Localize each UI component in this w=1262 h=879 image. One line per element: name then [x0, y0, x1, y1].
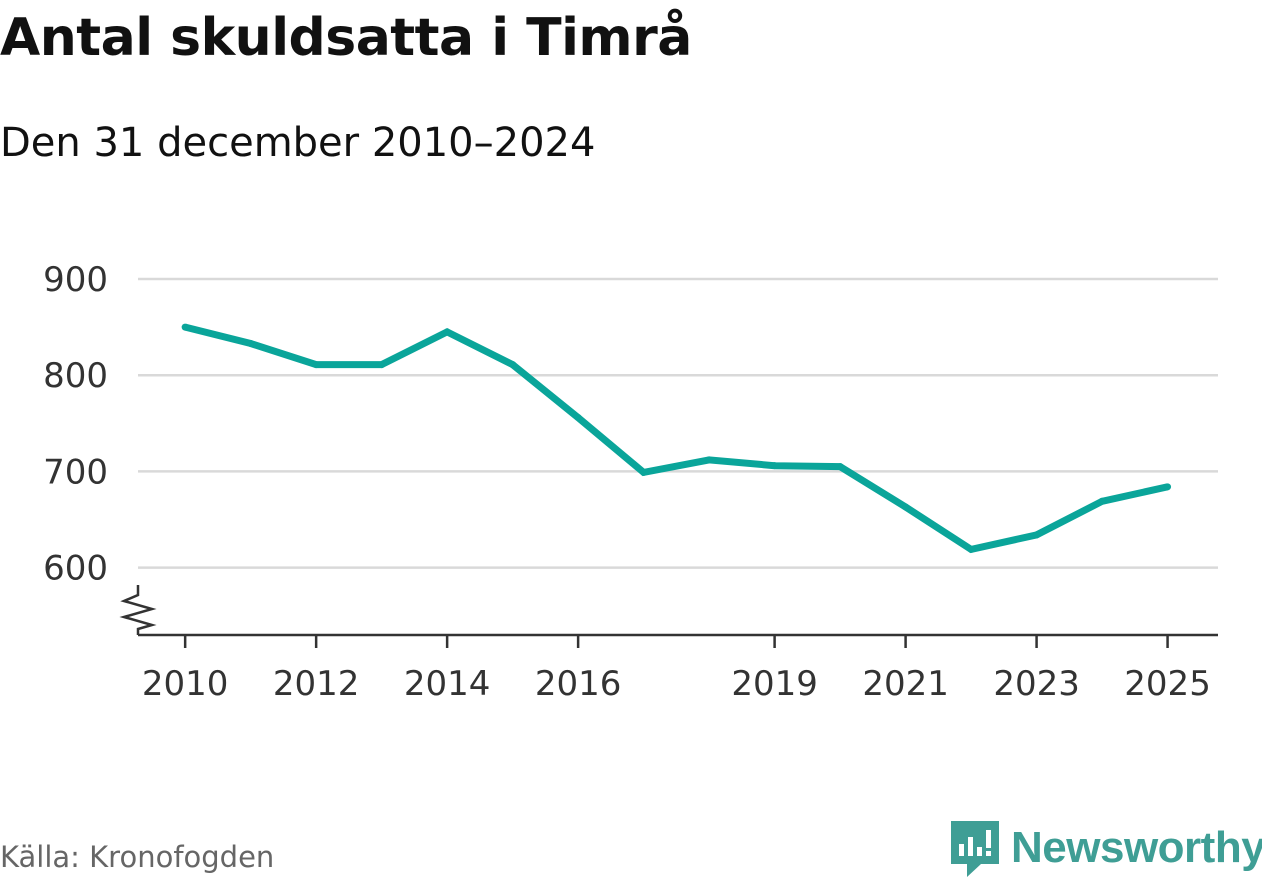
x-tick-label-2016: 2016	[535, 664, 622, 704]
x-tick-label-2010: 2010	[142, 664, 229, 704]
data-point-2019	[771, 462, 779, 470]
x-tick-label-2023: 2023	[993, 664, 1080, 704]
data-point-2017	[640, 468, 648, 476]
x-axis	[119, 585, 1218, 637]
data-point-2022	[967, 545, 975, 553]
y-tick-label-800: 800	[43, 356, 108, 396]
data-point-2013	[378, 361, 386, 369]
data-point-2018	[705, 456, 713, 464]
brand-name: Newsworthy	[1011, 823, 1262, 872]
data-point-2012	[312, 361, 320, 369]
logo-bar-1	[959, 844, 964, 856]
logo-bar-4	[986, 830, 991, 848]
newsworthy-logo-icon	[951, 821, 999, 877]
data-point-2021	[902, 503, 910, 511]
data-series	[181, 323, 1172, 554]
y-axis-ticks: 600 700 800 900	[43, 260, 108, 589]
data-point-2011	[247, 339, 255, 347]
data-point-2023	[1033, 531, 1041, 539]
brand: Newsworthy	[951, 818, 1262, 878]
chart-subtitle: Den 31 december 2010–2024	[0, 120, 596, 166]
y-tick-label-900: 900	[43, 260, 108, 300]
logo-bar-3	[977, 847, 982, 856]
series-line-0	[184, 323, 1169, 554]
x-axis-ticks: 2010 2012 2014 2016 2019 2021 2023 2025	[142, 635, 1211, 704]
logo-dot	[986, 851, 991, 856]
data-point-2025	[1164, 483, 1172, 491]
gridlines	[138, 277, 1218, 569]
data-point-2016	[574, 414, 582, 422]
y-axis-break	[119, 585, 157, 635]
data-point-2015	[509, 361, 517, 369]
source-note: Källa: Kronofogden	[0, 840, 275, 874]
data-point-2024	[1098, 497, 1106, 505]
y-tick-label-600: 600	[43, 549, 108, 589]
logo-speech-bubble	[951, 821, 999, 877]
data-point-2020	[836, 463, 844, 471]
x-tick-label-2012: 2012	[273, 664, 360, 704]
x-tick-label-2025: 2025	[1124, 664, 1211, 704]
x-tick-label-2014: 2014	[404, 664, 491, 704]
data-point-2010	[181, 323, 189, 331]
chart-title: Antal skuldsatta i Timrå	[0, 8, 692, 68]
y-tick-label-700: 700	[43, 452, 108, 492]
x-tick-label-2021: 2021	[862, 664, 949, 704]
x-tick-label-2019: 2019	[731, 664, 818, 704]
data-point-2014	[443, 328, 451, 336]
logo-bar-2	[968, 837, 973, 856]
